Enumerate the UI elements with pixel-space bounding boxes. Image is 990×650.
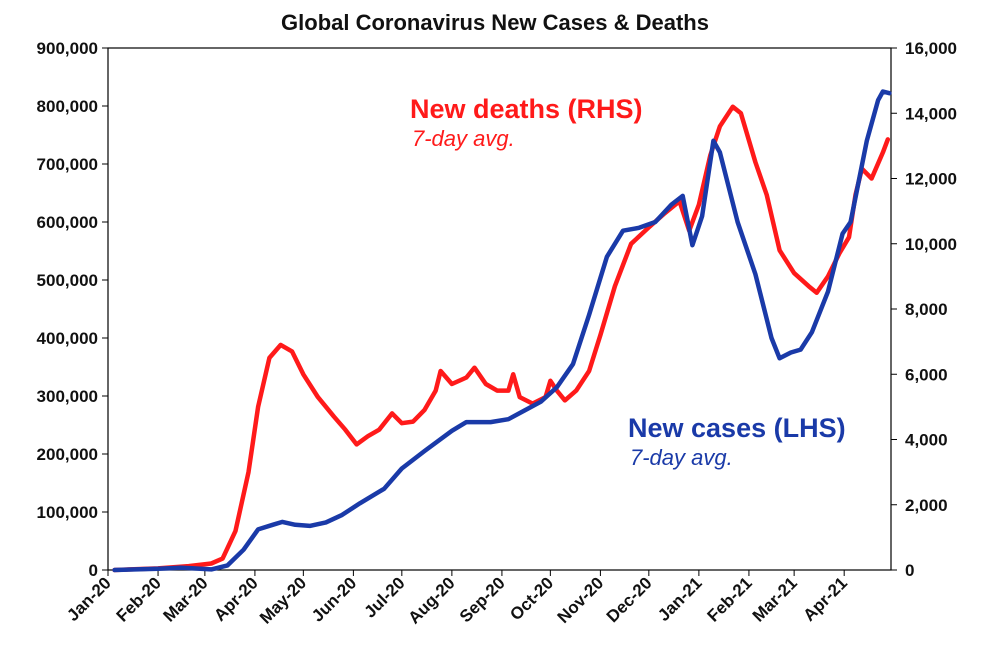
chart-title: Global Coronavirus New Cases & Deaths xyxy=(281,10,709,35)
x-tick-label: Aug-20 xyxy=(405,573,459,627)
x-tick-label: Mar-20 xyxy=(160,573,212,625)
x-tick-label: Apr-20 xyxy=(210,573,262,625)
x-tick-label: Jan-21 xyxy=(654,573,706,625)
left-tick-label: 0 xyxy=(89,561,98,580)
x-tick-label: Oct-20 xyxy=(506,573,557,624)
left-tick-label: 700,000 xyxy=(37,155,98,174)
right-tick-label: 14,000 xyxy=(905,104,957,123)
series-layer xyxy=(112,89,892,573)
x-tick-label: Apr-21 xyxy=(799,573,851,625)
left-tick-label: 400,000 xyxy=(37,329,98,348)
right-tick-label: 2,000 xyxy=(905,496,948,515)
x-tick-label: Nov-20 xyxy=(554,573,608,627)
left-axis: 0 100,000 200,000 300,000 400,000 500,000 600,… xyxy=(37,39,108,580)
cases-series-label: New cases (LHS) xyxy=(628,413,846,443)
x-tick-label: Feb-21 xyxy=(704,573,756,625)
cases-series-line xyxy=(112,89,892,573)
x-tick-label: Sep-20 xyxy=(456,573,509,626)
deaths-series-note: 7-day avg. xyxy=(412,126,515,151)
left-tick-label: 600,000 xyxy=(37,213,98,232)
left-tick-label: 900,000 xyxy=(37,39,98,58)
left-tick-label: 800,000 xyxy=(37,97,98,116)
right-axis: 0 2,000 4,000 6,000 8,000 10,000 12,000 14,000 1… xyxy=(891,39,957,580)
right-tick-label: 8,000 xyxy=(905,300,948,319)
right-tick-label: 12,000 xyxy=(905,170,957,189)
left-tick-label: 300,000 xyxy=(37,387,98,406)
x-tick-label: Feb-20 xyxy=(113,573,165,625)
left-tick-label: 100,000 xyxy=(37,503,98,522)
right-tick-label: 16,000 xyxy=(905,39,957,58)
right-tick-label: 4,000 xyxy=(905,431,948,450)
right-tick-label: 10,000 xyxy=(905,235,957,254)
right-tick-label: 6,000 xyxy=(905,365,948,384)
x-tick-label: Jul-20 xyxy=(360,573,408,621)
left-tick-label: 500,000 xyxy=(37,271,98,290)
x-tick-label: Mar-21 xyxy=(749,573,801,625)
x-tick-label: Jan-20 xyxy=(63,573,115,625)
left-tick-label: 200,000 xyxy=(37,445,98,464)
right-tick-label: 0 xyxy=(905,561,914,580)
cases-series-note: 7-day avg. xyxy=(630,445,733,470)
x-tick-label: Dec-20 xyxy=(603,573,656,626)
plot-frame xyxy=(107,47,892,571)
x-tick-label: May-20 xyxy=(256,573,310,627)
x-tick-label: Jun-20 xyxy=(308,573,360,625)
deaths-series-label: New deaths (RHS) xyxy=(410,94,643,124)
